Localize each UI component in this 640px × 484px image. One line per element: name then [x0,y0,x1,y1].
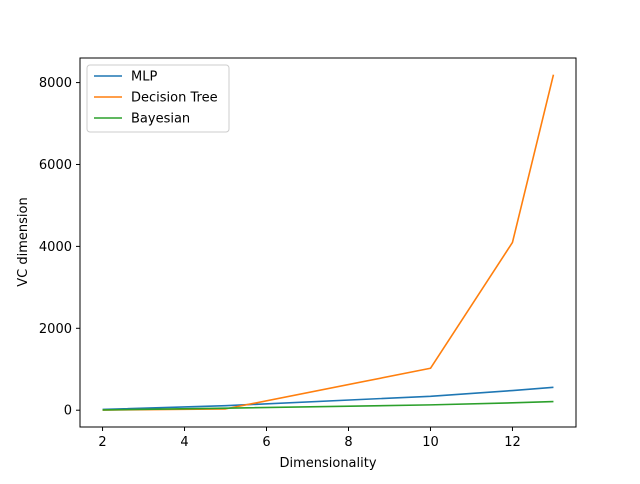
series-line-bayesian [102,400,554,411]
series-layer [102,74,555,411]
y-axis-ticks: 0 2000 4000 6000 8000 [39,76,80,419]
series-line-mlp [102,386,554,411]
legend-label-mlp: MLP [131,70,157,85]
x-axis-ticks: 2 4 6 8 10 12 [98,427,521,450]
x-tick-label: 6 [262,435,270,450]
y-tick-label: 6000 [39,158,72,173]
y-tick-label: 8000 [39,76,72,91]
plot-frame [79,57,577,428]
legend: MLP Decision Tree Bayesian [86,64,230,133]
y-axis-label: VC dimension [16,197,31,286]
x-tick-label: 4 [180,435,188,450]
legend-label-bayesian: Bayesian [131,112,190,127]
y-tick-label: 0 [64,404,72,419]
legend-box [86,64,230,133]
legend-entries: MLP Decision Tree Bayesian [94,70,218,127]
x-tick-label: 12 [504,435,521,450]
y-tick-label: 4000 [39,240,72,255]
x-axis-label: Dimensionality [279,456,376,471]
x-tick-label: 10 [422,435,439,450]
x-tick-label: 2 [98,435,106,450]
y-tick-label: 2000 [39,322,72,337]
x-tick-label: 8 [344,435,352,450]
legend-label-decision-tree: Decision Tree [131,91,218,106]
